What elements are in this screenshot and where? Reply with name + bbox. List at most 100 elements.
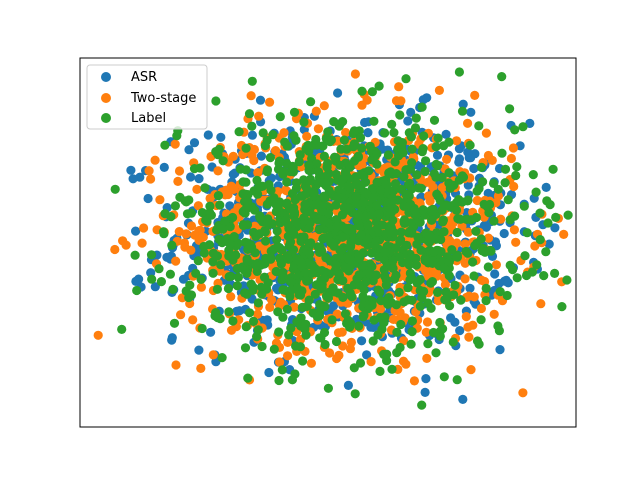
point-label (331, 200, 341, 210)
point-label (251, 261, 261, 271)
point-label (276, 259, 286, 269)
point-label (274, 375, 284, 386)
point-label (253, 189, 263, 199)
point-two-stage (434, 85, 444, 95)
point-label (248, 316, 259, 326)
point-two-stage (452, 238, 462, 248)
point-label (423, 298, 433, 308)
point-label (500, 164, 511, 174)
point-label (252, 175, 262, 185)
point-label (295, 342, 305, 352)
point-label (345, 162, 355, 172)
point-label (352, 199, 362, 209)
point-label (160, 140, 170, 150)
point-label (154, 264, 164, 274)
point-label (197, 208, 207, 218)
point-label (391, 270, 401, 280)
point-label (268, 130, 278, 140)
point-label (331, 336, 342, 347)
point-label (323, 383, 333, 393)
point-label (281, 215, 291, 225)
point-two-stage (283, 337, 293, 347)
point-label (368, 193, 378, 203)
point-label (272, 226, 282, 236)
point-asr (225, 201, 235, 211)
point-label (242, 268, 252, 278)
point-two-stage (249, 155, 259, 166)
point-label (372, 177, 382, 187)
point-label (231, 250, 241, 260)
point-label (218, 156, 228, 166)
point-two-stage (470, 90, 480, 100)
point-asr (247, 130, 257, 140)
point-label (404, 128, 414, 138)
point-label (548, 164, 558, 174)
point-label (410, 205, 420, 216)
point-label (212, 251, 222, 261)
point-two-stage (428, 182, 438, 192)
point-label (354, 321, 364, 331)
point-label (431, 172, 441, 182)
point-two-stage (325, 348, 335, 358)
point-label (380, 197, 390, 207)
point-label (238, 220, 248, 231)
point-label (147, 274, 157, 284)
point-label (224, 251, 234, 261)
point-label (166, 212, 176, 222)
point-asr (469, 163, 479, 174)
point-label (383, 185, 394, 195)
point-two-stage (319, 101, 329, 111)
point-label (423, 339, 433, 349)
point-label (550, 268, 560, 278)
point-two-stage (388, 314, 398, 324)
point-label (243, 373, 253, 383)
point-label (351, 192, 361, 202)
point-label (300, 200, 310, 210)
point-label (214, 234, 224, 244)
point-label (474, 121, 484, 131)
point-asr (421, 374, 431, 384)
point-asr (143, 193, 153, 204)
point-label (471, 212, 481, 223)
point-label (375, 287, 385, 297)
legend-label-two-stage: Two-stage (130, 91, 196, 106)
point-label (301, 144, 311, 154)
point-label (263, 214, 273, 224)
point-two-stage (506, 153, 516, 164)
point-label (331, 253, 341, 263)
point-label (541, 247, 551, 257)
point-label (185, 280, 195, 290)
point-label (350, 389, 360, 399)
point-label (417, 102, 427, 112)
point-label (404, 260, 414, 270)
point-two-stage (267, 295, 277, 305)
point-two-stage (451, 136, 462, 146)
point-label (368, 336, 378, 346)
point-label (319, 273, 329, 284)
point-label (312, 312, 322, 322)
point-label (380, 128, 390, 138)
point-label (535, 208, 545, 218)
point-asr (503, 278, 513, 288)
point-label (298, 191, 308, 201)
point-label (257, 289, 267, 299)
point-label (304, 295, 314, 305)
point-label (225, 239, 235, 249)
legend-marker-asr (101, 72, 111, 82)
point-two-stage (357, 100, 367, 110)
point-asr (167, 335, 177, 345)
point-label (505, 260, 515, 270)
point-two-stage (146, 174, 156, 184)
point-two-stage (279, 128, 289, 138)
point-label (289, 207, 300, 217)
point-two-stage (271, 146, 281, 156)
point-label (338, 292, 348, 302)
point-label (495, 287, 505, 297)
point-label (418, 205, 428, 215)
point-label (358, 260, 368, 270)
point-label (472, 186, 482, 196)
point-label (323, 232, 333, 242)
point-two-stage (220, 190, 230, 200)
point-label (255, 212, 265, 222)
point-asr (234, 306, 245, 316)
